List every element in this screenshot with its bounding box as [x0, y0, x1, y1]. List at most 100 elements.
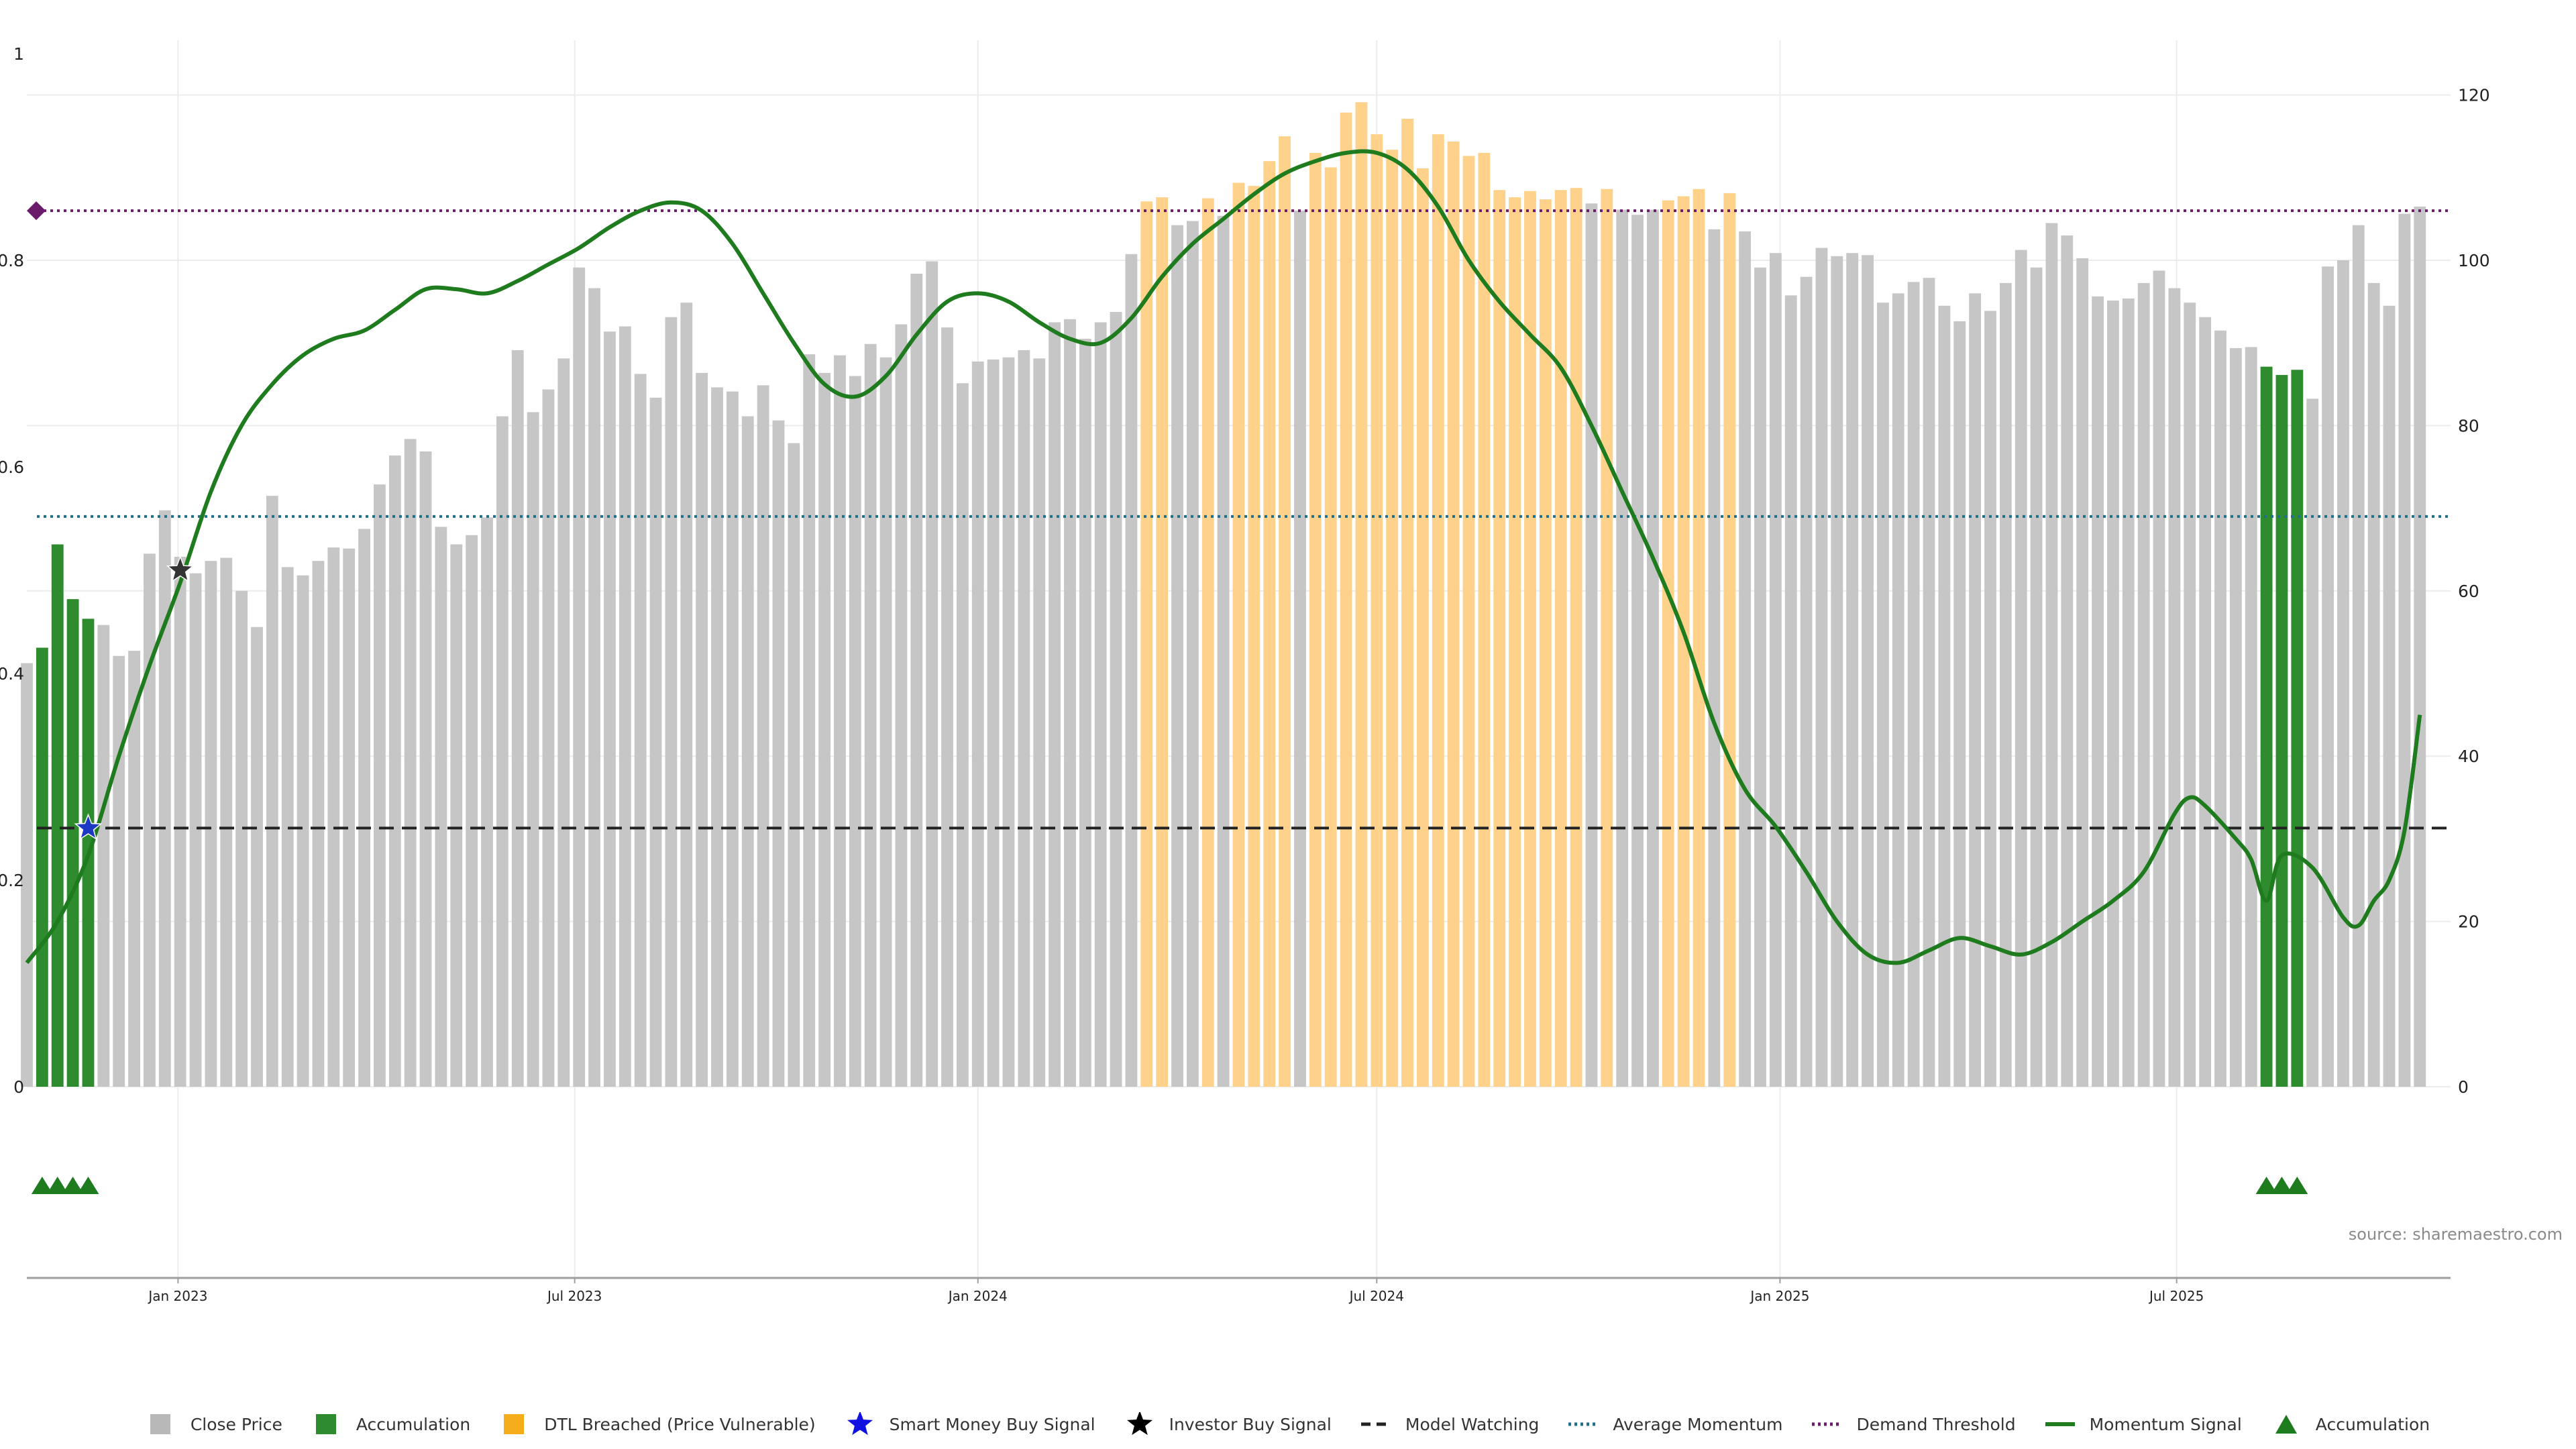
price-bar: [1984, 311, 1996, 1087]
price-bar: [1708, 229, 1721, 1087]
price-bar: [1769, 253, 1782, 1087]
price-bar: [1876, 303, 1889, 1087]
price-bar: [527, 412, 539, 1087]
left-axis-tick: 0.2: [0, 871, 24, 890]
price-bar: [1539, 199, 1552, 1087]
price-bar: [696, 372, 708, 1087]
price-bar: [757, 385, 769, 1087]
price-bar: [1815, 248, 1828, 1087]
price-bar: [2107, 301, 2119, 1087]
price-bar: [1493, 190, 1506, 1087]
x-axis-tick: Jan 2023: [147, 1288, 207, 1304]
line-icon: [2045, 1422, 2075, 1426]
price-bar: [466, 535, 478, 1087]
left-axis-tick: 0: [13, 1077, 24, 1097]
price-bar: [941, 327, 953, 1087]
price-bar: [1386, 150, 1399, 1087]
legend-item-accumulation: Accumulation: [312, 1412, 470, 1436]
accumulation-triangle: [2286, 1177, 2308, 1194]
accumulation-triangle: [2271, 1177, 2293, 1194]
price-bar: [741, 416, 754, 1087]
star-icon: [1126, 1412, 1152, 1436]
price-bar: [1232, 182, 1245, 1087]
price-bar: [1079, 339, 1091, 1087]
price-bar: [450, 544, 463, 1087]
price-bar: [21, 663, 33, 1087]
legend-item-close-price: Close Price: [146, 1412, 282, 1436]
price-bar: [711, 387, 723, 1087]
accumulation-triangle: [2255, 1177, 2277, 1194]
right-axis-tick: 80: [2458, 416, 2479, 435]
price-bar: [2122, 298, 2135, 1087]
price-bar: [2245, 347, 2257, 1087]
price-bar: [726, 391, 739, 1087]
legend-item-demand-threshold: Demand Threshold: [1812, 1412, 2016, 1436]
price-bar: [266, 496, 278, 1087]
price-bar: [496, 416, 508, 1087]
price-bar: [2322, 266, 2334, 1087]
price-bar: [343, 548, 356, 1087]
price-bar: [1002, 357, 1015, 1087]
price-bar: [1616, 209, 1629, 1087]
price-bar: [435, 527, 447, 1087]
x-axis-tick: Jul 2024: [1348, 1288, 1404, 1304]
price-bar: [2337, 260, 2349, 1087]
left-axis-tick: 1: [13, 44, 24, 64]
price-bar: [511, 350, 524, 1087]
price-bar: [1125, 254, 1138, 1087]
price-bar: [1601, 189, 1613, 1087]
price-bar: [1509, 197, 1521, 1087]
price-bar: [2260, 366, 2273, 1087]
price-bar: [144, 553, 156, 1087]
price-bar: [128, 651, 140, 1087]
price-bar: [665, 317, 678, 1087]
price-bar: [1677, 196, 1690, 1087]
star-icon: [847, 1412, 873, 1436]
price-bar: [419, 451, 432, 1087]
legend-label: Close Price: [190, 1414, 282, 1434]
price-bar: [1462, 156, 1475, 1087]
investor-buy-signal-star: [166, 555, 195, 582]
price-bar: [1999, 282, 2012, 1087]
price-bar: [2199, 317, 2212, 1087]
reference-lines: [37, 209, 2451, 830]
price-bar: [158, 510, 171, 1087]
accumulation-triangle: [46, 1177, 68, 1194]
price-bar: [2137, 282, 2150, 1087]
price-bar: [634, 374, 647, 1087]
price-bar: [1309, 152, 1322, 1087]
price-bar: [2398, 213, 2411, 1087]
price-bar: [1892, 293, 1904, 1087]
legend-label: Momentum Signal: [2089, 1414, 2242, 1434]
right-axis-tick: 120: [2458, 86, 2490, 105]
legend-item-accumulation: Accumulation: [2271, 1412, 2430, 1436]
left-axis-tick: 0.6: [0, 458, 24, 477]
price-bar: [1371, 134, 1383, 1087]
price-bar: [1294, 211, 1306, 1087]
left-axis-tick: 0.4: [0, 664, 24, 684]
price-bar: [910, 274, 923, 1087]
price-bar: [113, 655, 125, 1087]
legend-label: Smart Money Buy Signal: [889, 1414, 1095, 1434]
price-bar: [1862, 255, 1874, 1087]
price-bar: [849, 376, 861, 1087]
price-bar: [1938, 305, 1951, 1087]
price-bar: [864, 343, 877, 1087]
square-icon: [504, 1414, 525, 1434]
price-bar: [312, 561, 325, 1087]
price-bar: [374, 484, 386, 1087]
price-bar: [2383, 305, 2396, 1087]
price-bar: [926, 261, 938, 1087]
price-bar: [1263, 161, 1276, 1087]
price-bar: [971, 361, 984, 1087]
legend-label: Investor Buy Signal: [1169, 1414, 1332, 1434]
price-bar: [1662, 200, 1674, 1087]
price-bar: [2214, 330, 2226, 1087]
axes: 0 0.2 0.4 0.6 0.8 1 0 20 40 60 80 100 120 Jan 2023 Jul…: [0, 44, 2490, 1304]
price-bar: [1907, 282, 1920, 1087]
price-bar: [1416, 168, 1429, 1087]
price-bar: [1739, 231, 1752, 1087]
price-bar: [956, 383, 969, 1087]
price-bar: [1217, 215, 1230, 1087]
